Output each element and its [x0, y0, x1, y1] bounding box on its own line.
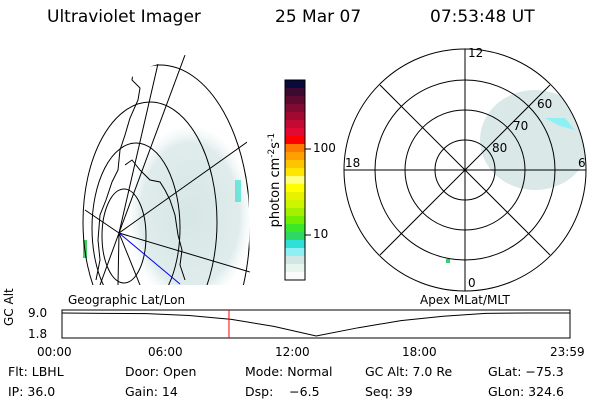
- apex-label: Apex MLat/MLT: [420, 293, 510, 307]
- mlt-label-6: 6: [578, 156, 586, 170]
- y-tick-1-8: 1.8: [28, 327, 48, 341]
- emission-spot: [545, 118, 575, 130]
- time-label: 07:53:48 UT: [430, 7, 535, 27]
- colorbar-swatch: [285, 256, 305, 265]
- mlt-label-12: 12: [468, 46, 484, 60]
- gc-alt-status: GC Alt: 7.0 Re: [365, 364, 453, 379]
- colorbar-swatch: [285, 112, 305, 121]
- colorbar-swatch: [285, 168, 305, 177]
- x-tick: 23:59: [550, 345, 585, 359]
- meridian: [99, 232, 120, 285]
- colorbar-swatch: [285, 96, 305, 105]
- colorbar-swatch: [285, 152, 305, 161]
- dsp-status: Dsp: −6.5: [245, 384, 320, 399]
- mlat-label-60: 60: [537, 97, 553, 111]
- colorbar-tick-100: 100: [313, 141, 336, 155]
- glon-status: GLon: 324.6: [488, 384, 564, 399]
- colorbar-swatch: [285, 144, 305, 153]
- geographic-label: Geographic Lat/Lon: [68, 293, 186, 307]
- emission-spot: [446, 259, 450, 263]
- colorbar-swatch: [285, 176, 305, 185]
- colorbar-swatch: [285, 120, 305, 129]
- colorbar-swatch: [285, 192, 305, 201]
- colorbar-swatch: [285, 104, 305, 113]
- date-label: 25 Mar 07: [275, 7, 362, 27]
- colorbar-swatch: [285, 136, 305, 145]
- instrument-title: Ultraviolet Imager: [47, 7, 201, 27]
- colorbar-swatch: [285, 184, 305, 193]
- latitude-circle: [101, 188, 147, 284]
- x-tick: 06:00: [148, 345, 183, 359]
- mlat-label-80: 80: [492, 141, 508, 155]
- meridian: [118, 55, 186, 234]
- colorbar-swatch: [285, 88, 305, 97]
- gc-alt-series: [61, 312, 570, 337]
- colorbar-swatch: [285, 128, 305, 137]
- latitude-circle: [82, 101, 218, 285]
- coastline: [95, 59, 186, 281]
- x-tick: 18:00: [402, 345, 437, 359]
- colorbar-swatch: [285, 264, 305, 273]
- colorbar-swatch: [285, 224, 305, 233]
- filter-status: Flt: LBHL: [8, 364, 64, 379]
- y-tick-9: 9.0: [28, 306, 48, 320]
- gain-status: Gain: 14: [125, 384, 178, 399]
- seq-status: Seq: 39: [365, 384, 413, 399]
- x-tick: 00:00: [37, 345, 72, 359]
- colorbar-swatch: [285, 248, 305, 257]
- mlat-label-70: 70: [513, 119, 529, 133]
- meridian: [84, 209, 120, 234]
- colorbar-swatch: [285, 208, 305, 217]
- colorbar-swatch: [285, 160, 305, 169]
- meridian: [118, 139, 250, 234]
- auroral-emission: [128, 125, 250, 285]
- colorbar-swatch: [285, 200, 305, 209]
- y-axis-label: GC Alt: [2, 288, 16, 326]
- auroral-emission: [480, 90, 586, 190]
- meridian: [118, 232, 141, 285]
- mode-status: Mode: Normal: [245, 364, 333, 379]
- mlt-label-18: 18: [345, 156, 361, 170]
- glat-status: GLat: −75.3: [488, 364, 564, 379]
- mlt-label-0: 0: [468, 276, 476, 290]
- colorbar-swatch: [285, 216, 305, 225]
- latitude-circle: [91, 142, 181, 285]
- door-status: Door: Open: [125, 364, 197, 379]
- colorbar-swatch: [285, 240, 305, 249]
- emission-spot: [235, 180, 241, 202]
- ip-status: IP: 36.0: [8, 384, 56, 399]
- x-tick: 12:00: [275, 345, 310, 359]
- latitude-circle: [78, 64, 250, 285]
- meridian: [117, 232, 120, 285]
- meridian: [118, 232, 250, 273]
- meridian: [118, 55, 161, 234]
- colorbar-swatch: [285, 272, 305, 281]
- colorbar-swatch: [285, 232, 305, 241]
- colorbar-tick-10: 10: [313, 227, 329, 241]
- satellite-track: [118, 232, 181, 285]
- colorbar-swatch: [285, 80, 305, 89]
